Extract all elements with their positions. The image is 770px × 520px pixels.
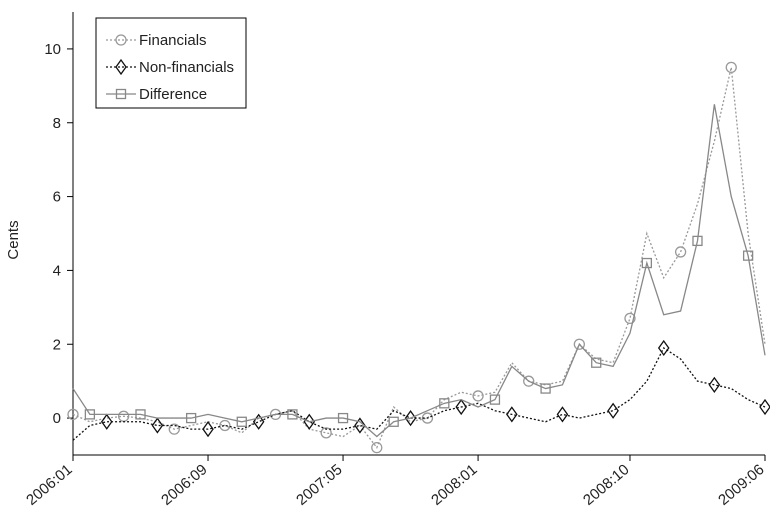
marker [421, 412, 434, 424]
marker [624, 312, 636, 325]
marker [371, 441, 383, 454]
marker [388, 416, 399, 427]
x-tick-label: 2006:09 [158, 461, 210, 509]
marker [725, 61, 737, 74]
y-tick-label: 8 [53, 115, 61, 132]
marker [115, 34, 127, 46]
marker [455, 398, 467, 416]
marker [84, 409, 96, 420]
marker [708, 376, 721, 393]
marker [100, 413, 113, 430]
x-tick-label: 2006:01 [23, 461, 75, 509]
x-tick-label: 2008:10 [580, 461, 632, 509]
marker [354, 417, 366, 434]
series-line [72, 67, 766, 449]
marker [219, 419, 231, 432]
marker [573, 338, 585, 350]
marker [439, 398, 450, 409]
marker [67, 408, 79, 421]
legend-label: Financials [139, 32, 207, 49]
y-tick-label: 2 [53, 336, 61, 353]
y-tick-label: 10 [44, 41, 61, 58]
legend-label: Non-financials [139, 59, 234, 76]
marker [674, 246, 687, 258]
legend-box [95, 17, 247, 109]
marker [202, 421, 214, 438]
marker [303, 413, 316, 430]
marker [135, 409, 146, 420]
marker [320, 427, 332, 439]
marker [742, 250, 754, 261]
legend-marker [115, 88, 127, 100]
marker [472, 390, 484, 402]
marker [692, 235, 703, 247]
x-tick-label: 2007:05 [293, 461, 345, 509]
marker [641, 257, 653, 269]
marker [759, 398, 770, 416]
marker [115, 58, 127, 76]
marker [115, 88, 127, 100]
marker [591, 357, 602, 368]
marker [540, 383, 551, 394]
y-tick-label: 6 [53, 189, 61, 206]
marker [506, 406, 518, 423]
x-tick-label: 2008:01 [428, 461, 480, 509]
marker [185, 412, 197, 424]
marker [236, 416, 247, 427]
marker [489, 394, 501, 405]
series-line [72, 104, 766, 438]
marker [287, 409, 298, 420]
series-line [72, 347, 766, 441]
marker [337, 412, 349, 424]
y-axis-label: Cents [5, 220, 22, 259]
legend-label: Difference [139, 86, 207, 103]
x-tick-label: 2009:06 [715, 461, 767, 509]
y-tick-label: 4 [53, 262, 61, 279]
marker [151, 417, 164, 434]
marker [523, 375, 535, 387]
legend-marker [115, 34, 127, 46]
marker [607, 402, 619, 419]
legend-marker [115, 58, 127, 76]
y-tick-label: 0 [53, 410, 61, 427]
marker [556, 406, 569, 423]
marker [657, 339, 670, 357]
marker [168, 423, 180, 435]
marker [404, 409, 417, 427]
